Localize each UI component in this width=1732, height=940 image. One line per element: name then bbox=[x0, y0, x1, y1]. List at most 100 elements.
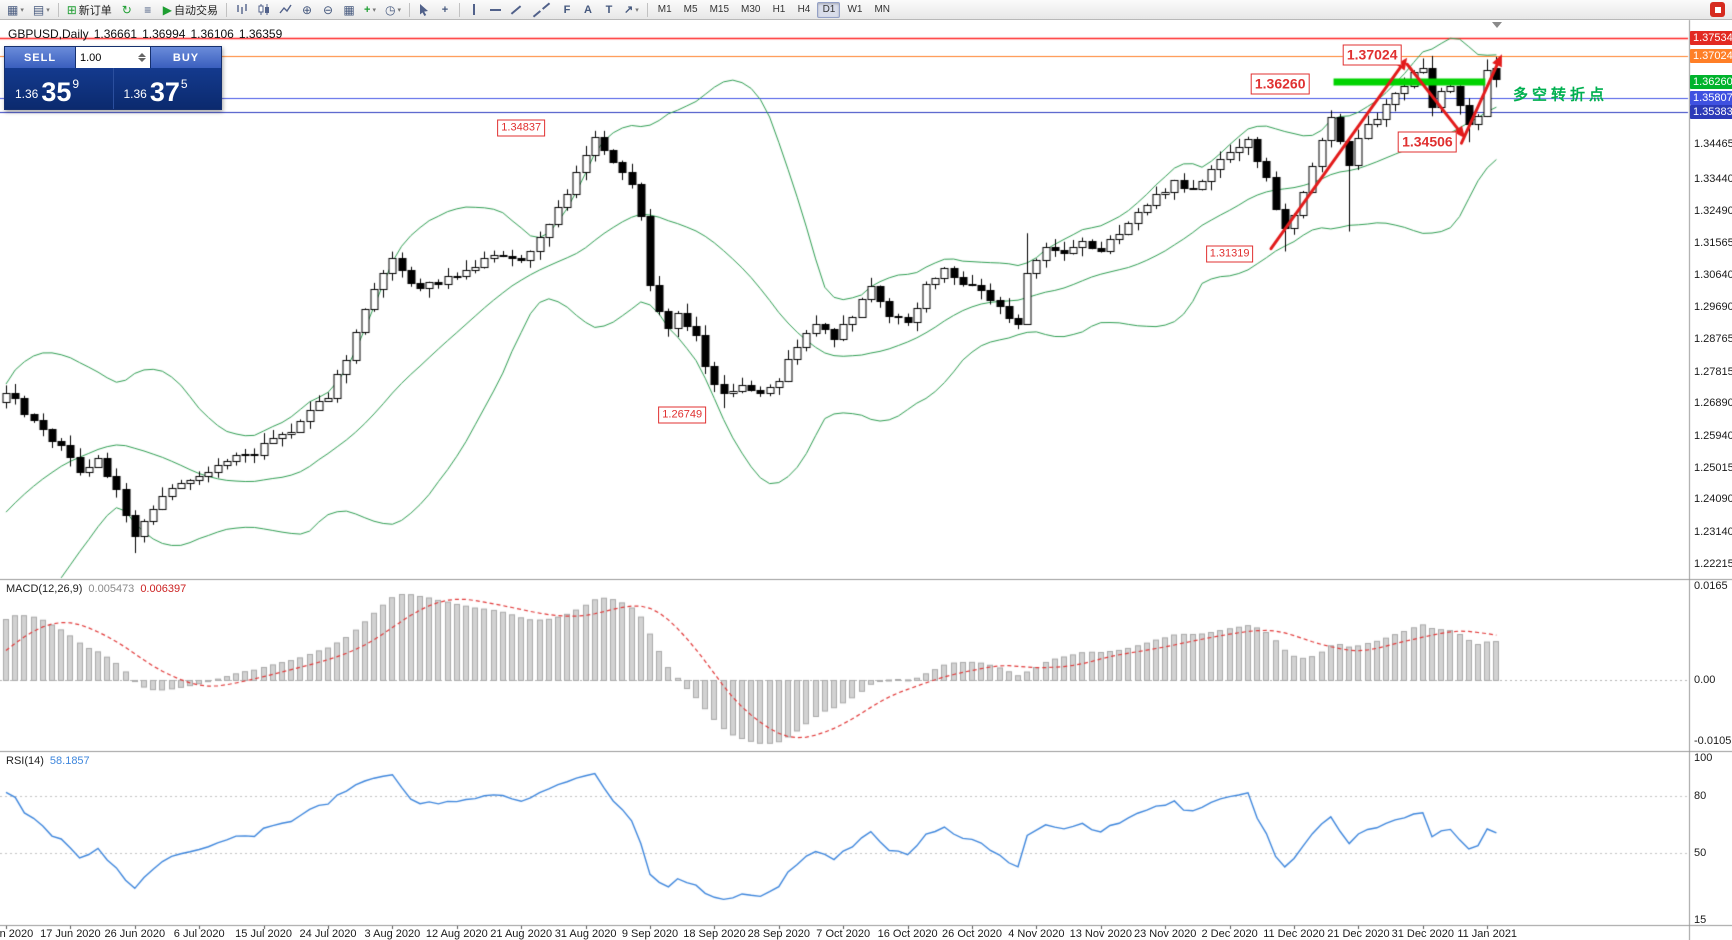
volume-value: 1.00 bbox=[80, 51, 102, 64]
zoom-out-button[interactable]: ⊖ bbox=[318, 1, 338, 18]
chart-line-button[interactable] bbox=[275, 1, 296, 18]
timeframe-button-M1[interactable]: M1 bbox=[657, 4, 672, 15]
timeframe-button-H1[interactable]: H1 bbox=[772, 4, 786, 15]
profiles-button[interactable]: ▤ ▾ bbox=[29, 1, 54, 18]
new-chart-icon: ▦ bbox=[7, 2, 19, 17]
trend-note-label[interactable]: 多空转折点 bbox=[1512, 86, 1608, 104]
timeframe-group: M1 M5 M15 M30 H1 H4 D1 W1 MN bbox=[652, 1, 896, 18]
buy-price[interactable]: 1.36 37 5 bbox=[112, 68, 222, 109]
arrow-icon: ↗ bbox=[624, 4, 634, 16]
new-chart-button[interactable]: ▦ ▾ bbox=[3, 1, 28, 18]
candlestick-icon bbox=[258, 4, 270, 15]
price-axis-label: 1.31565 bbox=[1694, 237, 1732, 250]
date-axis-label: 11 Jan 2021 bbox=[1457, 928, 1518, 940]
trendline-tool-button[interactable] bbox=[506, 1, 526, 18]
ohlc-high: 1.36994 bbox=[142, 27, 186, 41]
vertical-line-tool-button[interactable] bbox=[464, 1, 484, 18]
date-axis-label: 24 Jul 2020 bbox=[299, 928, 357, 940]
macd-main-value: 0.005473 bbox=[88, 583, 135, 595]
volume-field[interactable]: 1.00 bbox=[75, 47, 151, 68]
price-annotation[interactable]: 1.36260 bbox=[1250, 73, 1310, 95]
ohlc-close: 1.36359 bbox=[238, 27, 283, 41]
line-chart-icon bbox=[279, 4, 292, 14]
date-axis-label: 4 Nov 2020 bbox=[1008, 928, 1065, 940]
timeframe-button-M15[interactable]: M15 bbox=[709, 4, 730, 15]
timeframe-button-H4[interactable]: H4 bbox=[797, 4, 811, 15]
zoom-in-button[interactable]: ⊕ bbox=[297, 1, 317, 18]
chevron-down-icon: ▾ bbox=[635, 6, 639, 14]
price-axis-label: 1.24090 bbox=[1694, 493, 1732, 506]
price-axis-label: 1.28765 bbox=[1694, 333, 1732, 345]
horizontal-line-icon bbox=[489, 8, 501, 11]
price-axis-label: 1.26890 bbox=[1694, 397, 1732, 410]
market-watch-icon: ≡ bbox=[144, 2, 152, 17]
sell-button[interactable]: SELL bbox=[5, 47, 75, 68]
price-axis-tag: 1.35807 bbox=[1690, 90, 1732, 105]
buy-price-prefix: 1.36 bbox=[123, 87, 147, 101]
arrows-tool-button[interactable]: ↗ ▾ bbox=[620, 1, 643, 18]
price-annotation[interactable]: 1.26749 bbox=[658, 406, 707, 424]
date-axis-label: 13 Nov 2020 bbox=[1069, 928, 1132, 940]
stepper-up-icon[interactable] bbox=[138, 53, 146, 57]
label-icon: T bbox=[605, 3, 613, 16]
price-axis-label: 1.34465 bbox=[1694, 137, 1732, 150]
label-tool-button[interactable]: T bbox=[599, 1, 619, 18]
channel-tool-button[interactable] bbox=[527, 1, 556, 18]
timeframe-button-M5[interactable]: M5 bbox=[683, 4, 698, 15]
timeframe-button-M30[interactable]: M30 bbox=[741, 4, 761, 15]
cursor-icon bbox=[420, 4, 429, 16]
refresh-button[interactable]: ↻ bbox=[117, 1, 137, 18]
chart-shift-marker[interactable] bbox=[1492, 22, 1502, 28]
rsi-axis-label: 15 bbox=[1694, 914, 1707, 927]
date-axis-label: 15 Jul 2020 bbox=[235, 928, 293, 940]
price-annotation[interactable]: 1.37024 bbox=[1342, 44, 1402, 66]
price-axis-label: 1.29690 bbox=[1694, 301, 1732, 314]
date-axis-label: 3 Aug 2020 bbox=[364, 928, 421, 940]
zoom-in-icon: ⊕ bbox=[301, 2, 313, 17]
play-icon: ▶ bbox=[162, 2, 173, 17]
chart-title: GBPUSD,Daily 1.36661 1.36994 1.36106 1.36359 bbox=[8, 27, 287, 41]
timeframe-button-MN[interactable]: MN bbox=[874, 4, 891, 15]
timeframe-button-D1[interactable]: D1 bbox=[817, 1, 841, 18]
chart-candles-button[interactable] bbox=[253, 1, 274, 18]
horizontal-line-tool-button[interactable] bbox=[485, 1, 505, 18]
crosshair-tool-button[interactable]: + bbox=[435, 1, 455, 18]
one-click-trading-panel: SELL 1.00 BUY 1.36 35 9 1.36 37 bbox=[4, 46, 222, 110]
new-order-button[interactable]: ⊞ 新订单 bbox=[63, 1, 116, 18]
chevron-down-icon: ▾ bbox=[372, 6, 376, 14]
chevron-down-icon: ▾ bbox=[397, 6, 402, 14]
price-annotation[interactable]: 1.34506 bbox=[1398, 131, 1457, 153]
bar-chart-icon bbox=[237, 4, 247, 14]
sell-price[interactable]: 1.36 35 9 bbox=[5, 68, 113, 109]
new-order-label: 新订单 bbox=[78, 4, 112, 17]
volume-stepper[interactable] bbox=[138, 53, 146, 62]
refresh-icon: ↻ bbox=[121, 2, 132, 17]
price-axis-tag: 1.37534 bbox=[1690, 31, 1732, 46]
rsi-indicator-label: RSI(14) 58.1857 bbox=[6, 755, 90, 767]
macd-signal-value: 0.006397 bbox=[140, 583, 187, 595]
tile-windows-button[interactable]: ▦ bbox=[339, 1, 359, 18]
indicators-button[interactable]: + ▾ bbox=[360, 1, 380, 18]
date-axis-label: 16 Oct 2020 bbox=[877, 928, 938, 940]
cursor-tool-button[interactable] bbox=[414, 1, 434, 18]
periods-button[interactable]: ◷ ▾ bbox=[381, 1, 405, 18]
chart-bars-button[interactable] bbox=[231, 1, 252, 18]
text-tool-button[interactable]: A bbox=[578, 1, 598, 18]
fibonacci-tool-button[interactable]: F bbox=[557, 1, 577, 18]
timeframe-button-W1[interactable]: W1 bbox=[847, 4, 863, 15]
stepper-down-icon[interactable] bbox=[138, 58, 146, 62]
autotrading-button[interactable]: ▶ 自动交易 bbox=[159, 1, 222, 18]
date-axis-label: 12 Aug 2020 bbox=[425, 928, 488, 940]
date-axis-label: 26 Jun 2020 bbox=[104, 928, 166, 940]
market-watch-button[interactable]: ≡ bbox=[138, 1, 158, 18]
buy-price-pipette: 5 bbox=[180, 77, 188, 91]
price-annotation[interactable]: 1.31319 bbox=[1205, 245, 1254, 263]
buy-button[interactable]: BUY bbox=[151, 47, 221, 68]
price-annotation[interactable]: 1.34837 bbox=[497, 119, 546, 137]
profiles-icon: ▤ bbox=[32, 2, 45, 17]
macd-indicator-label: MACD(12,26,9) 0.005473 0.006397 bbox=[6, 583, 186, 595]
toolbar-separator bbox=[459, 2, 461, 17]
notification-badge[interactable] bbox=[1710, 2, 1725, 17]
